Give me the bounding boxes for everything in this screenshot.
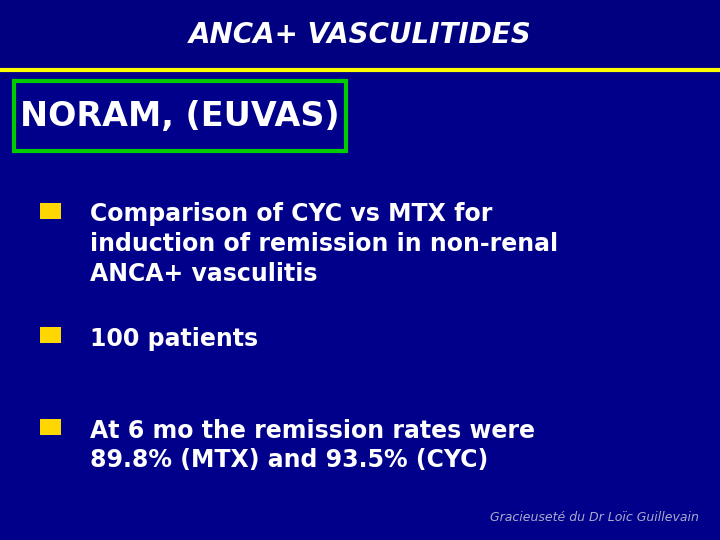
FancyBboxPatch shape xyxy=(40,202,61,219)
Text: At 6 mo the remission rates were
89.8% (MTX) and 93.5% (CYC): At 6 mo the remission rates were 89.8% (… xyxy=(90,418,535,472)
FancyBboxPatch shape xyxy=(40,327,61,343)
Text: ANCA+ VASCULITIDES: ANCA+ VASCULITIDES xyxy=(189,21,531,49)
FancyBboxPatch shape xyxy=(14,81,346,151)
Text: Comparison of CYC vs MTX for
induction of remission in non-renal
ANCA+ vasculiti: Comparison of CYC vs MTX for induction o… xyxy=(90,202,558,286)
FancyBboxPatch shape xyxy=(0,0,720,70)
Text: 100 patients: 100 patients xyxy=(90,327,258,350)
FancyBboxPatch shape xyxy=(40,418,61,435)
Text: Gracieuseté du Dr Loïc Guillevain: Gracieuseté du Dr Loïc Guillevain xyxy=(490,511,698,524)
Text: NORAM, (EUVAS): NORAM, (EUVAS) xyxy=(20,99,340,133)
